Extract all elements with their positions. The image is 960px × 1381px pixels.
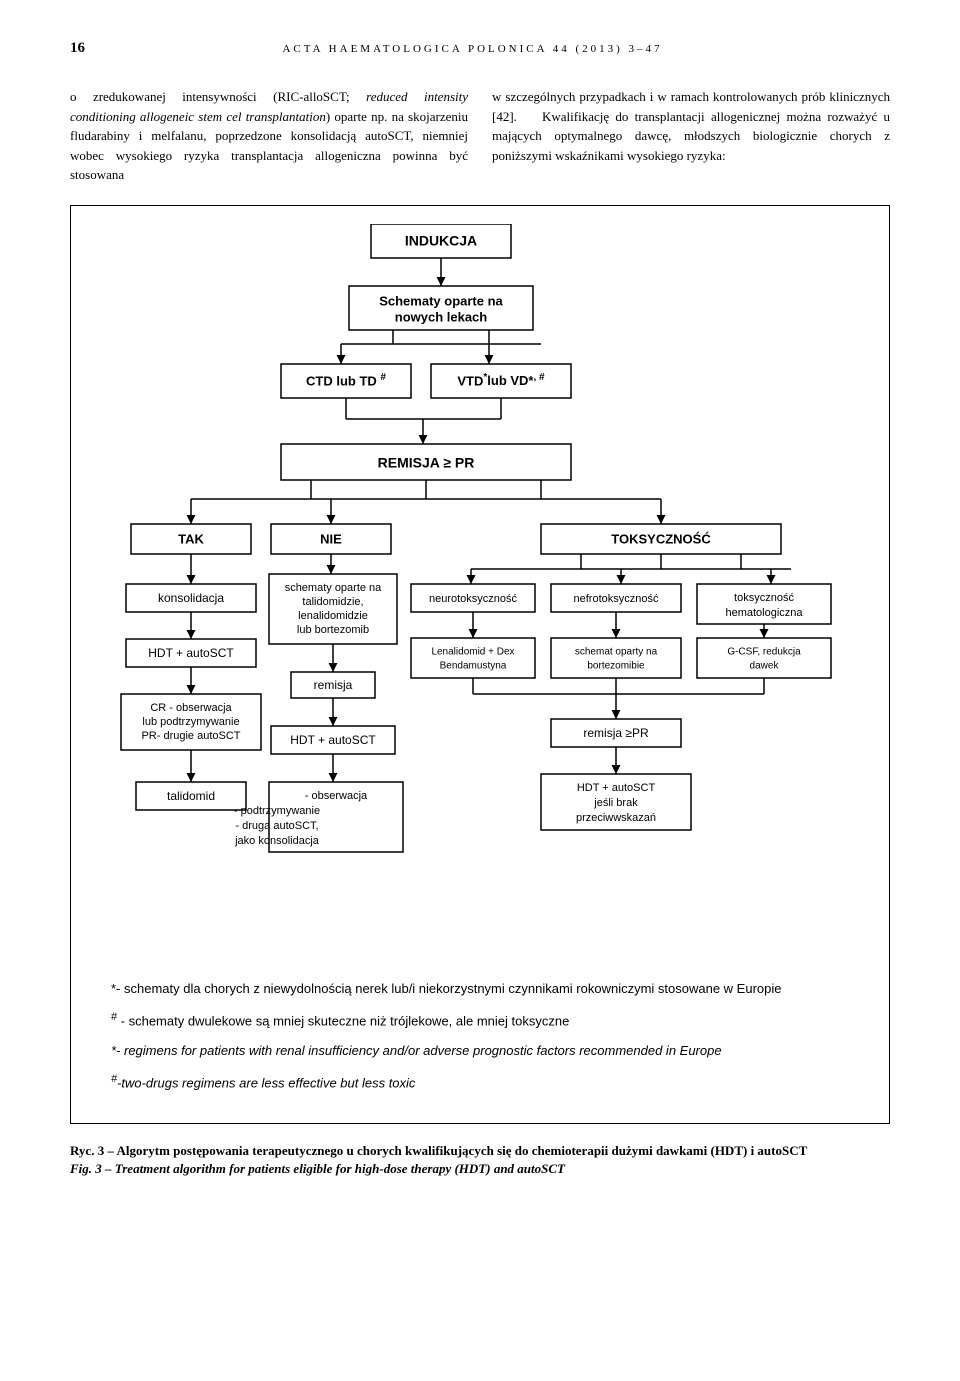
- node-indukcja: INDUKCJA: [405, 232, 477, 248]
- node-hdt3-l1: HDT + autoSCT: [577, 781, 656, 793]
- node-neurotox: neurotoksyczność: [429, 592, 518, 604]
- node-talidomid: talidomid: [167, 789, 215, 803]
- figure-notes: *- schematy dla chorych z niewydolnością…: [111, 978, 849, 1095]
- note-hash-pl: # - schematy dwulekowe są mniej skuteczn…: [111, 1008, 849, 1032]
- page-number: 16: [70, 40, 85, 57]
- node-tal-l2: talidomidzie,: [302, 595, 363, 607]
- node-tox: TOKSYCZNOŚĆ: [611, 531, 711, 546]
- node-hdt2: HDT + autoSCT: [290, 733, 376, 747]
- node-tal-l3: lenalidomidzie: [298, 609, 368, 621]
- body-text: o zredukowanej intensywności (RIC-alloSC…: [70, 87, 890, 185]
- left-column-text: o zredukowanej intensywności (RIC-alloSC…: [70, 89, 468, 182]
- node-hdt3-l2: jeśli brak: [593, 796, 638, 808]
- left-column: o zredukowanej intensywności (RIC-alloSC…: [70, 87, 468, 185]
- node-hdt1: HDT + autoSCT: [148, 646, 234, 660]
- node-schematy-line2: nowych lekach: [395, 309, 488, 324]
- node-remisja-pr: REMISJA ≥ PR: [378, 454, 475, 470]
- page-header: 16 ACTA HAEMATOLOGICA POLONICA 44 (2013)…: [70, 40, 890, 57]
- node-toxhem-l2: hematologiczna: [725, 606, 803, 618]
- caption-en: Fig. 3 – Treatment algorithm for patient…: [70, 1160, 890, 1178]
- node-gcsf-l2: dawek: [750, 660, 780, 671]
- figure-container: INDUKCJA Schematy oparte na nowych lekac…: [70, 205, 890, 1124]
- flowchart-svg: INDUKCJA Schematy oparte na nowych lekac…: [111, 224, 851, 964]
- node-vtd: VTD*lub VD*, #: [457, 371, 545, 388]
- node-gcsf-l1: G-CSF, redukcja: [727, 646, 801, 657]
- note-star-en: *- regimens for patients with renal insu…: [111, 1040, 849, 1062]
- figure-caption: Ryc. 3 – Algorytm postępowania terapeuty…: [70, 1142, 890, 1178]
- node-tak: TAK: [178, 531, 204, 546]
- node-bort-l2: bortezomibie: [587, 660, 645, 671]
- node-nie: NIE: [320, 531, 342, 546]
- node-tal-l1: schematy oparte na: [285, 581, 382, 593]
- node-nefrotox: nefrotoksyczność: [574, 592, 659, 604]
- node-ctd: CTD lub TD #: [306, 371, 386, 388]
- journal-title: ACTA HAEMATOLOGICA POLONICA 44 (2013) 3–…: [85, 43, 860, 55]
- note-star-pl: *- schematy dla chorych z niewydolnością…: [111, 978, 849, 1000]
- node-obs-l1: - obserwacja: [305, 789, 368, 801]
- node-obs-l3: - druga autoSCT,: [235, 819, 318, 831]
- node-remisja-pr2: remisja ≥PR: [583, 726, 649, 740]
- node-bort-l1: schemat oparty na: [575, 646, 658, 657]
- node-cr-l1: CR - obserwacja: [150, 701, 232, 713]
- node-toxhem-l1: toksyczność: [734, 591, 794, 603]
- note-hash-en: #-two-drugs regimens are less effective …: [111, 1070, 849, 1094]
- node-obs-l4: jako konsolidacja: [234, 834, 320, 846]
- node-len-l1: Lenalidomid + Dex: [431, 646, 514, 657]
- node-tal-l4: lub bortezomib: [297, 623, 369, 635]
- node-len-l2: Bendamustyna: [440, 660, 507, 671]
- right-column: w szczególnych przypadkach i w ramach ko…: [492, 87, 890, 185]
- node-hdt3-l3: przeciwwskazań: [576, 811, 656, 823]
- node-cr-l3: PR- drugie autoSCT: [141, 729, 240, 741]
- node-cr-l2: lub podtrzymywanie: [142, 715, 239, 727]
- node-konsolidacja: konsolidacja: [158, 591, 224, 605]
- node-obs-l2: - podtrzymywanie: [234, 804, 320, 816]
- node-schematy-line1: Schematy oparte na: [379, 293, 503, 308]
- caption-pl: Ryc. 3 – Algorytm postępowania terapeuty…: [70, 1142, 890, 1160]
- node-remisja-small: remisja: [314, 678, 353, 692]
